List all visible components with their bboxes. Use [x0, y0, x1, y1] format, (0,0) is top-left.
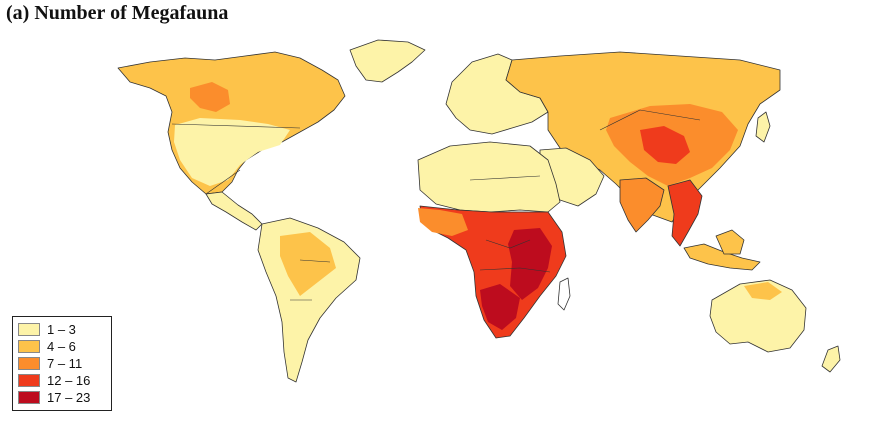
region-new-zealand — [821, 345, 841, 373]
region-australia — [709, 279, 807, 353]
map-legend: 1 – 3 4 – 6 7 – 11 12 – 16 17 – 23 — [12, 316, 112, 411]
region-africa-west — [418, 208, 468, 236]
legend-label: 4 – 6 — [47, 339, 76, 354]
region-borneo — [715, 229, 745, 255]
legend-swatch — [18, 323, 40, 336]
region-central-america — [205, 191, 263, 231]
legend-label: 7 – 11 — [47, 356, 83, 371]
legend-swatch — [18, 391, 40, 404]
region-africa-north — [417, 141, 561, 213]
legend-label: 12 – 16 — [47, 373, 91, 388]
region-china-core — [640, 126, 690, 164]
legend-label: 17 – 23 — [47, 390, 91, 405]
region-madagascar — [557, 277, 571, 311]
legend-item: 12 – 16 — [18, 372, 106, 389]
region-south-america-mid — [280, 232, 336, 296]
region-australia-north — [744, 282, 782, 300]
legend-item: 4 – 6 — [18, 338, 106, 355]
region-greenland — [349, 39, 426, 83]
region-africa-east-dark — [508, 228, 552, 300]
legend-label: 1 – 3 — [47, 322, 76, 337]
map-title: (a) Number of Megafauna — [6, 2, 229, 24]
legend-swatch — [18, 357, 40, 370]
region-usa-pale — [174, 118, 290, 186]
region-japan — [755, 111, 771, 143]
internal-borders — [171, 109, 701, 301]
region-indonesia — [683, 243, 761, 271]
legend-item: 7 – 11 — [18, 355, 106, 372]
legend-swatch — [18, 374, 40, 387]
region-africa-south-dark — [480, 284, 520, 330]
region-india — [619, 177, 665, 233]
region-north-america-hot — [190, 82, 230, 112]
legend-swatch — [18, 340, 40, 353]
legend-item: 17 – 23 — [18, 389, 106, 406]
continents — [117, 39, 841, 383]
region-se-asia — [667, 179, 703, 247]
legend-item: 1 – 3 — [18, 321, 106, 338]
